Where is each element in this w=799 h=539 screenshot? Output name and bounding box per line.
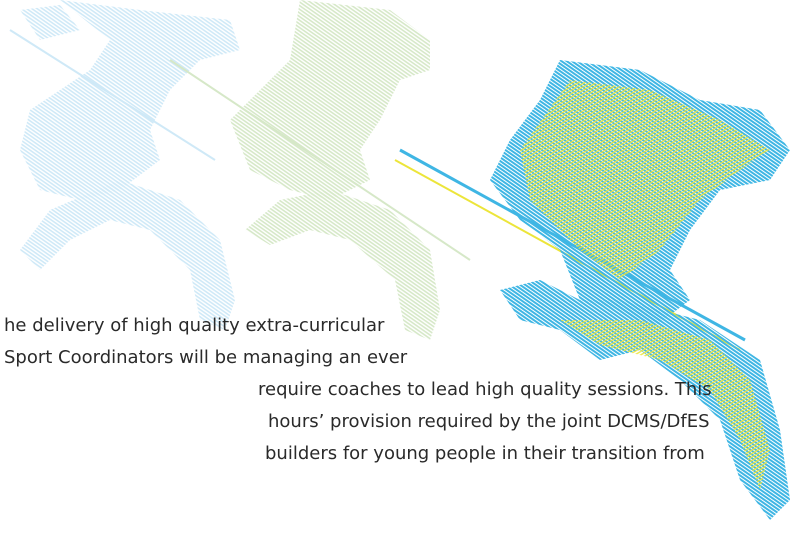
text-line: builders for young people in their trans… [265,443,705,464]
text-line: Sport Coordinators will be managing an e… [4,347,408,368]
page: he delivery of high quality extra-curric… [0,0,799,539]
figure-light-blue [10,0,240,330]
text-line: require coaches to lead high quality ses… [258,379,712,400]
text-line: he delivery of high quality extra-curric… [4,315,385,336]
text-line: hours’ provision required by the joint D… [268,411,710,432]
